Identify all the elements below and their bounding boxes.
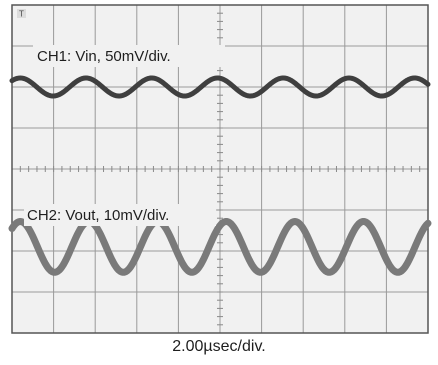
- ch2-label: CH2: Vout, 10mV/div.: [27, 207, 169, 224]
- trigger-icon: T: [17, 9, 26, 19]
- screen-border: [11, 4, 429, 334]
- ch1-label: CH1: Vin, 50mV/div.: [37, 48, 171, 65]
- ch2-label-bg: [24, 204, 216, 226]
- svg-text:T: T: [19, 10, 24, 19]
- timebase-label: 2.00µsec/div.: [172, 338, 266, 355]
- ch1-waveform: [9, 75, 431, 99]
- ch1-label-bg: [33, 45, 225, 67]
- ch2-waveform: [8, 217, 432, 276]
- oscilloscope-screen: T CH1: Vin, 50mV/div. CH2: Vout, 10mV/di…: [8, 4, 432, 334]
